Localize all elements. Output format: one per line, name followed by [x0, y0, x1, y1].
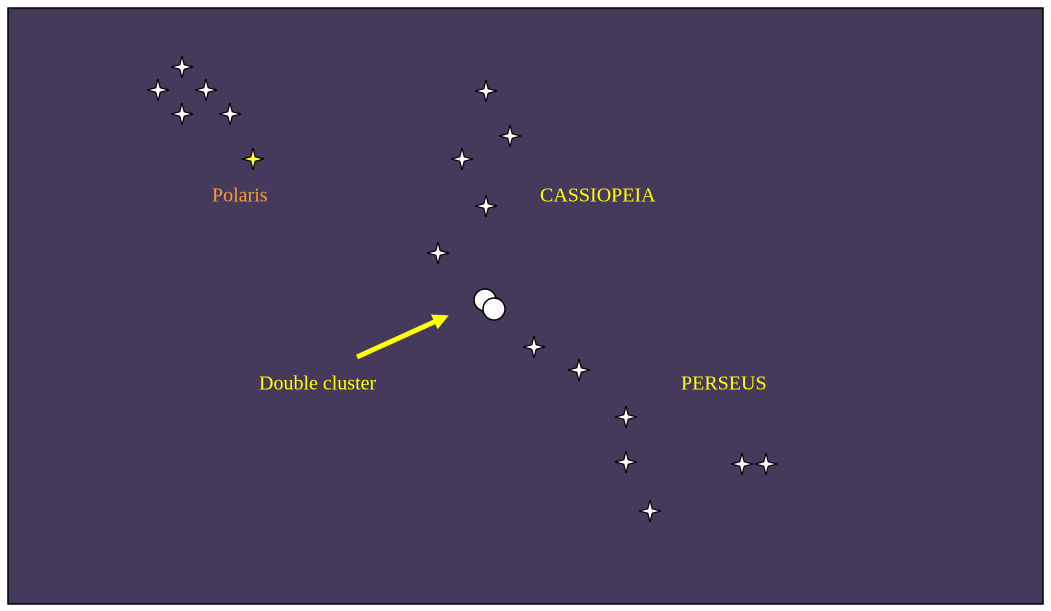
cassiopeia-label: CASSIOPEIA — [540, 185, 656, 207]
sky-diagram: Polaris CASSIOPEIA Double cluster PERSEU… — [0, 0, 1051, 611]
page: Polaris CASSIOPEIA Double cluster PERSEU… — [0, 0, 1051, 611]
polaris-label: Polaris — [212, 185, 268, 207]
sky-background — [8, 8, 1043, 604]
perseus-label: PERSEUS — [681, 373, 767, 395]
cluster-circle — [483, 298, 505, 320]
double-cluster-label: Double cluster — [259, 373, 377, 395]
